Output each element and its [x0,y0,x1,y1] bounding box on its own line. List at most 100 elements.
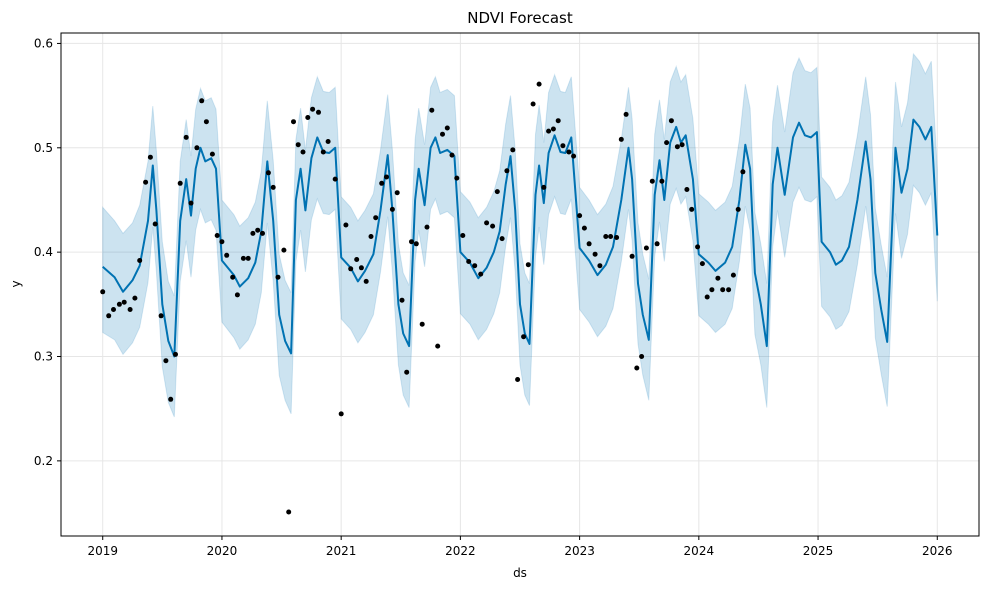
y-axis-label: y [9,280,23,287]
observation-point [250,230,256,236]
observation-point [291,119,296,125]
observation-point [419,321,425,327]
observation-point [689,206,695,212]
observation-point [704,294,710,300]
observation-point [566,149,572,155]
observation-point [460,233,466,238]
observation-point [310,106,316,112]
observation-point [300,149,306,155]
observation-point [730,272,736,278]
observation-point [295,142,301,148]
observation-point [188,200,194,206]
observation-point [536,81,542,87]
observation-point [363,278,369,284]
observation-point [618,136,624,142]
y-tick-label: 0.6 [34,36,53,50]
observation-point [603,234,609,239]
observation-point [224,252,230,258]
plot-frame [60,32,980,537]
observation-point [541,184,547,190]
observation-point [740,169,746,175]
observation-point [358,265,364,271]
chart-title: NDVI Forecast [467,9,573,27]
observation-point [608,234,614,239]
observation-point [343,222,349,228]
observation-point [163,358,169,364]
observation-point [684,187,690,192]
observation-point [654,241,660,247]
observation-point [679,142,685,148]
observation-point [560,143,566,149]
observation-point [659,178,665,184]
observation-point [121,299,127,305]
y-axis-ticks: 0.2 0.3 0.4 0.5 0.6 [34,36,61,468]
observation-point [699,261,705,267]
y-tick-label: 0.2 [34,454,53,468]
observation-point [286,509,292,515]
observation-point [649,178,655,184]
observation-point [373,215,379,221]
observation-point [240,255,246,261]
x-tick-label: 2019 [87,544,118,558]
y-tick-label: 0.4 [34,245,53,259]
observation-point [435,343,441,349]
observation-point [147,154,153,160]
forecast-line [102,118,939,358]
observation-point [305,115,311,120]
observation-point [234,292,240,298]
observation-point [137,258,143,263]
observation-point [332,176,338,182]
observation-point [571,153,577,159]
observation-point [735,206,741,212]
observation-point [592,251,598,257]
observation-point [454,175,460,181]
observation-point [504,168,510,174]
observation-point [320,149,326,155]
observation-point [709,287,715,293]
observation-point [429,107,435,113]
observation-point [466,259,472,264]
observation-point [173,351,178,357]
observation-point [623,111,629,117]
observation-point [158,313,164,319]
observation-point [597,263,603,269]
x-tick-label: 2026 [922,544,953,558]
observation-point [199,98,205,104]
observation-point [720,287,726,293]
observation-point [399,297,405,303]
observation-point [634,365,640,371]
observation-point [449,152,455,158]
observation-point [325,139,331,144]
y-tick-label: 0.5 [34,141,53,155]
observation-point [515,377,521,382]
observation-point [214,233,220,238]
observation-point [111,307,116,312]
observation-point [265,170,271,176]
observation-point [444,125,450,131]
observation-point [106,313,112,319]
observation-point [100,289,106,295]
observation-point [715,275,721,281]
plot-area [61,33,979,536]
observation-point [521,334,527,340]
observation-point [168,396,174,402]
observation-point [546,128,552,134]
observation-point [348,266,354,272]
x-axis-label: ds [513,566,527,580]
observation-point [203,119,209,125]
observation-point [245,255,251,261]
observation-point [639,354,645,359]
x-tick-label: 2022 [445,544,476,558]
observation-point [629,253,635,259]
observation-point [389,206,395,212]
observation-point [183,134,189,140]
observation-point [484,220,490,226]
y-tick-label: 0.3 [34,350,53,364]
x-tick-label: 2020 [207,544,238,558]
observation-point [132,295,138,301]
observation-point [384,174,389,180]
observation-point [127,307,133,312]
observation-point [194,145,200,151]
observation-point [316,109,321,115]
